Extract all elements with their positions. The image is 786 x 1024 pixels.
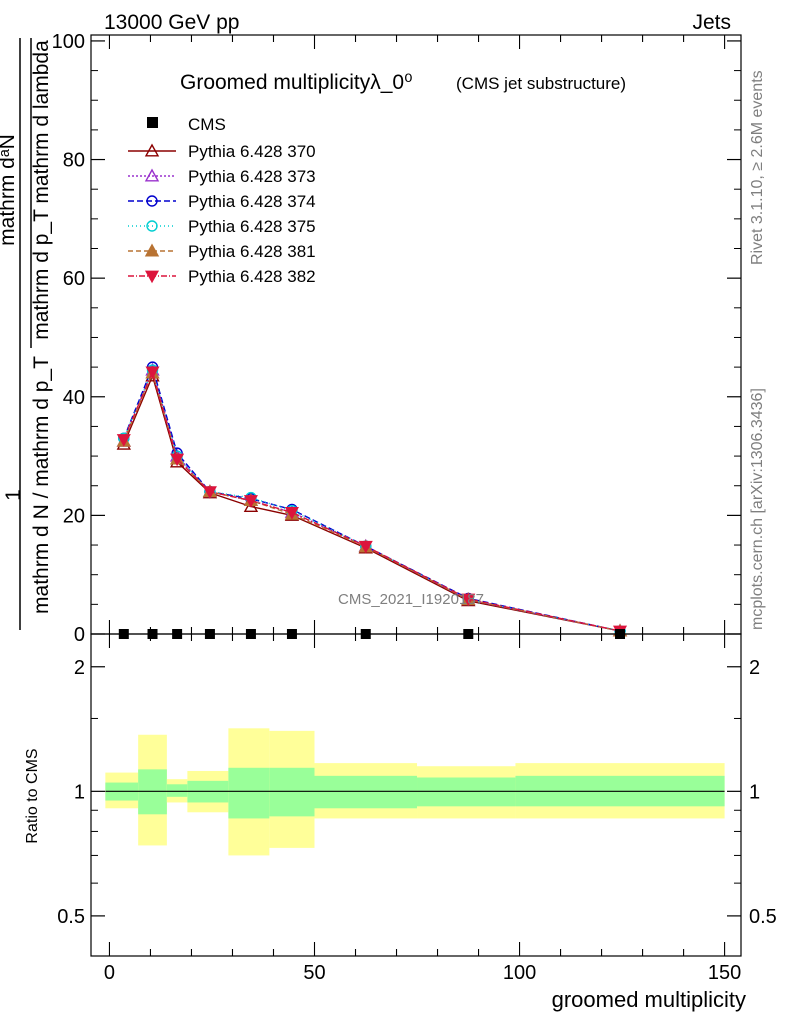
ratio-panel-frame: [90, 633, 742, 957]
y-title-denominator: mathrm d N / mathrm d p_T: [30, 356, 53, 614]
legend-label: Pythia 6.428 375: [188, 217, 316, 236]
y-title-prefix: 1: [2, 489, 25, 501]
data-point: [145, 366, 160, 380]
chart-subtitle: (CMS jet substructure): [456, 74, 626, 93]
legend-label: Pythia 6.428 370: [188, 142, 316, 161]
header-right: Jets: [692, 11, 731, 34]
legend-label: Pythia 6.428 382: [188, 267, 316, 286]
data-point: [144, 243, 160, 257]
ratio-y-tick-label-right: 0.5: [749, 906, 777, 928]
x-tick-label: 150: [708, 962, 741, 984]
data-point: [461, 593, 476, 607]
legend-label: Pythia 6.428 381: [188, 242, 316, 261]
side-text-rivet: Rivet 3.1.10, ≥ 2.6M events: [749, 70, 766, 265]
y-tick-label: 80: [63, 150, 85, 172]
legend-label: Pythia 6.428 373: [188, 167, 316, 186]
ratio-inner-band: [269, 767, 315, 817]
ratio-y-tick-label: 0.5: [57, 906, 85, 928]
x-axis-title: groomed multiplicity: [552, 987, 746, 1012]
ratio-y-tick-label-right: 1: [749, 781, 760, 803]
data-point: [144, 270, 160, 284]
data-point: [146, 220, 158, 232]
ratio-y-tick-label-right: 2: [749, 657, 760, 679]
chart-title: Groomed multiplicityλ_0⁰: [180, 71, 413, 94]
y-axis-title: 1 mathrm dᵃN mathrm d p_T mathrm d lambd…: [0, 38, 53, 630]
ratio-y-title: Ratio to CMS: [24, 748, 41, 843]
y-tick-label: 60: [63, 268, 85, 290]
y-tick-label: 40: [63, 387, 85, 409]
data-point: [202, 486, 217, 499]
y-title-numerator: mathrm dᵃN: [0, 134, 19, 246]
watermark: CMS_2021_I1920187: [338, 591, 484, 608]
ratio-bands: [105, 728, 725, 856]
ratio-inner-band: [228, 767, 270, 819]
data-point: [116, 434, 131, 447]
data-point: [144, 168, 160, 182]
ratio-inner-band: [314, 775, 418, 809]
data-point: [144, 143, 160, 157]
legend-cms-marker: [147, 117, 158, 128]
legend: CMS Pythia 6.428 370 Pythia 6.428 373 Pyth…: [128, 115, 316, 286]
data-point: [284, 507, 299, 520]
header-left: 13000 GeV pp: [104, 11, 239, 34]
data-point: [358, 540, 373, 554]
y-tick-label: 0: [74, 624, 85, 646]
legend-cms-label: CMS: [188, 115, 226, 134]
ratio-inner-band: [166, 784, 188, 797]
x-tick-label: 100: [503, 962, 536, 984]
x-tick-labels: 0 50 100 150: [104, 962, 741, 984]
ratio-y-tick-label: 1: [74, 781, 85, 803]
y-tick-label: 20: [63, 505, 85, 527]
side-text-mcplots: mcplots.cern.ch [arXiv:1306.3436]: [749, 388, 766, 630]
ratio-axis-ticks: 0.5 0.5 1 1 2 2: [57, 634, 777, 956]
data-point: [170, 453, 185, 467]
y-title-numerator-extra: mathrm d p_T mathrm d lambda: [30, 40, 53, 340]
data-point: [146, 195, 158, 207]
x-tick-label: 0: [104, 962, 115, 984]
data-point: [243, 495, 258, 508]
legend-label: Pythia 6.428 374: [188, 192, 316, 211]
x-tick-label: 50: [303, 962, 325, 984]
main-axis-ticks: 0 20 40 60 80 100: [52, 31, 741, 646]
series-line: [123, 369, 621, 632]
ratio-y-tick-label: 2: [74, 657, 85, 679]
y-tick-label: 100: [52, 31, 85, 53]
